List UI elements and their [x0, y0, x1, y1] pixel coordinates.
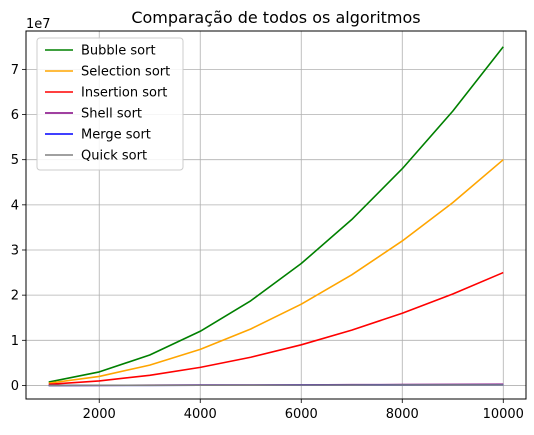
y-tick-label: 6: [11, 108, 19, 123]
series-line: [48, 384, 504, 387]
y-offset-label: 1e7: [26, 17, 51, 32]
series-line: [48, 271, 504, 386]
legend: Bubble sort Selection sort Insertion sort S…: [36, 37, 184, 171]
x-tick-label: 2000: [83, 407, 116, 422]
x-tick-label: 10000: [483, 407, 524, 422]
plot-frame: [25, 30, 527, 400]
legend-label: Insertion sort: [81, 86, 167, 101]
legend-label: Merge sort: [81, 128, 151, 143]
legend-label: Selection sort: [81, 65, 170, 80]
x-tick-label: 6000: [285, 407, 318, 422]
legend-label: Bubble sort: [81, 44, 156, 59]
legend-label: Quick sort: [81, 149, 147, 164]
axis-ticks: 2000 4000 6000 8000 10000 0 1 2 3 4 5 6 7: [11, 63, 524, 422]
x-tick-label: 4000: [184, 407, 217, 422]
y-tick-label: 0: [11, 379, 19, 394]
y-tick-label: 7: [11, 63, 19, 78]
y-tick-label: 1: [11, 334, 19, 349]
series-line: [48, 159, 504, 384]
legend-box: [36, 37, 184, 171]
legend-label: Shell sort: [81, 107, 142, 122]
y-tick-label: 5: [11, 153, 19, 168]
chart-title: Comparação de todos os algoritmos: [131, 8, 420, 27]
series-line: [48, 46, 504, 383]
y-tick-label: 4: [11, 198, 19, 213]
series-lines: [48, 46, 504, 387]
x-tick-label: 8000: [386, 407, 419, 422]
y-tick-label: 3: [11, 243, 19, 258]
y-tick-label: 2: [11, 289, 19, 304]
